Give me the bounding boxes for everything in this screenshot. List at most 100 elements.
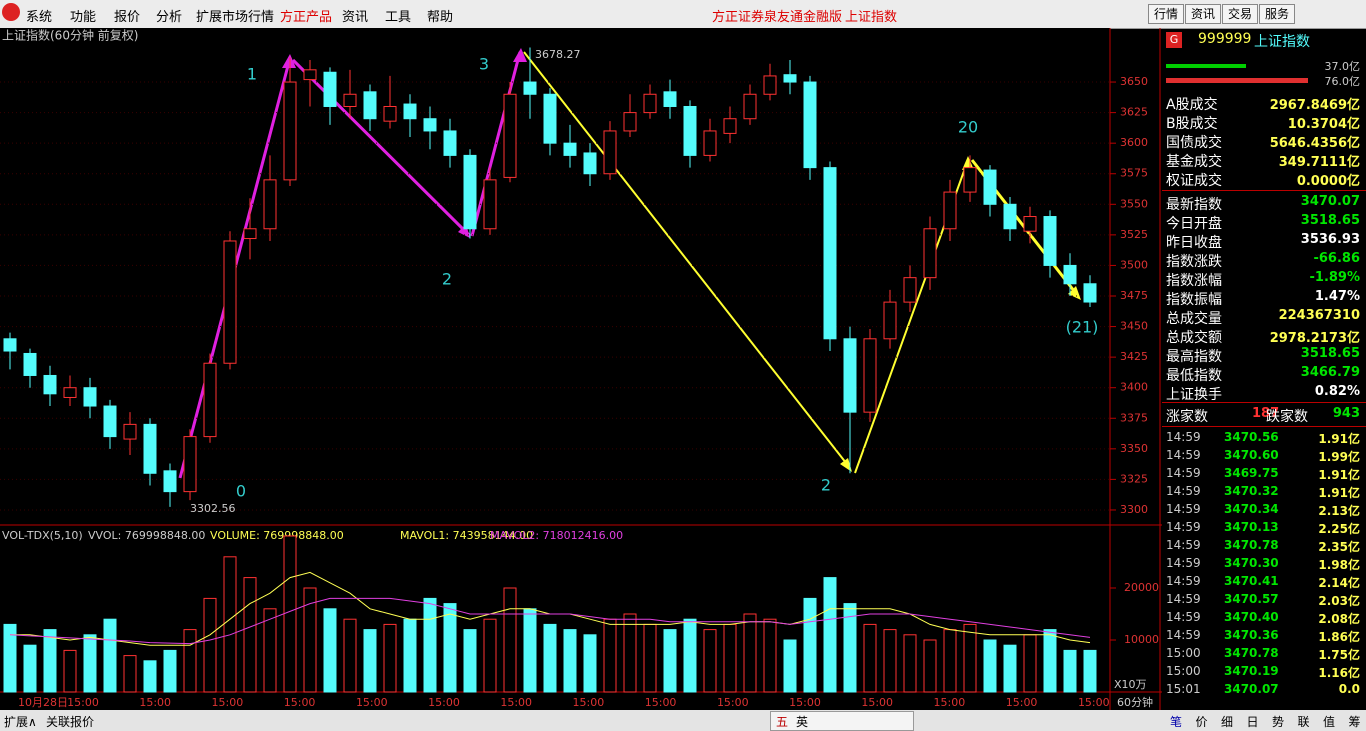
x-tick-label: 15:00 (1006, 696, 1038, 709)
x-tick-label: 15:00 (573, 696, 605, 709)
volume-bar (623, 613, 637, 693)
candle-body (983, 169, 997, 205)
stat-label: 上证换手 (1166, 387, 1222, 403)
candle-body (363, 91, 377, 120)
menu-item[interactable]: 报价 (114, 10, 141, 25)
period-label: 60分钟 (1117, 695, 1153, 709)
stat-label: 国债成交 (1166, 135, 1222, 151)
menu-button[interactable]: 行情 (1148, 4, 1184, 24)
annotation: (21) (1066, 318, 1099, 337)
tick-price: 3470.56 (1224, 430, 1279, 444)
footer-link[interactable]: 关联报价 (46, 715, 95, 729)
bar (1166, 78, 1308, 83)
tick-volume: 1.99亿 (1318, 450, 1360, 464)
app-title: 方正证券泉友通金融版 (712, 10, 843, 25)
volume-bar (23, 644, 37, 693)
menu-item[interactable]: 帮助 (427, 10, 454, 25)
candle-body (623, 112, 637, 132)
candle-body (1043, 216, 1057, 266)
candle-body (703, 130, 717, 156)
candle-body (823, 167, 837, 340)
footer-link[interactable]: 扩展∧ (4, 715, 37, 729)
candle-body (1063, 264, 1077, 285)
menu-item[interactable]: 扩展市场行情 (196, 10, 275, 25)
x-tick-label: 15:00 (789, 696, 821, 709)
tick-price: 3470.78 (1224, 538, 1279, 552)
volume-bar (203, 597, 217, 693)
volume-bar (1023, 634, 1037, 693)
tick-price: 3470.40 (1224, 610, 1279, 624)
tab[interactable]: 筹 (1348, 715, 1361, 729)
candle-body (63, 387, 77, 398)
toolbar (770, 711, 914, 731)
stat-value: 3466.79 (1300, 365, 1360, 380)
volume-bar (423, 597, 437, 693)
menu-item[interactable]: 分析 (156, 10, 183, 25)
tick-time: 14:59 (1166, 448, 1201, 462)
tab[interactable]: 细 (1220, 715, 1233, 729)
x-tick-label: 15:00 (284, 696, 316, 709)
stat-label: 指数涨幅 (1166, 273, 1222, 289)
chart-title: 上证指数(60分钟 前复权) (2, 28, 138, 43)
menu-item[interactable]: 资讯 (342, 10, 369, 25)
menu-item[interactable]: 系统 (26, 10, 53, 25)
menu-button[interactable]: 资讯 (1185, 4, 1221, 24)
stat-value: 224367310 (1278, 308, 1360, 323)
tick-price: 3470.30 (1224, 556, 1279, 570)
tab[interactable]: 价 (1195, 715, 1208, 729)
volume-bar (3, 623, 17, 693)
stat-label: B股成交 (1166, 116, 1218, 132)
volume-bar (143, 660, 157, 693)
stat-value: 3518.65 (1300, 346, 1360, 361)
arrowhead (840, 458, 852, 472)
tick-volume: 1.98亿 (1318, 558, 1360, 572)
tab[interactable]: 势 (1271, 715, 1284, 729)
tick-volume: 1.75亿 (1318, 648, 1360, 662)
x-tick-label: 15:00 (139, 696, 171, 709)
candle-body (423, 118, 437, 132)
arrowhead (962, 156, 974, 170)
menu-item[interactable]: 功能 (70, 10, 97, 25)
quote-panel: G 999999 上证指数 37.0亿 76.0亿 A股成交 2967.8469亿 B股成交 1… (1162, 28, 1366, 710)
tab[interactable]: 联 (1297, 715, 1310, 729)
volume-bar (903, 634, 917, 693)
volume-bar (603, 618, 617, 693)
x-tick-label: 15:00 (67, 696, 99, 709)
menu-item[interactable]: 工具 (385, 10, 412, 25)
annotation: 3 (479, 55, 489, 74)
candle-body (483, 179, 497, 230)
tick-time: 15:00 (1166, 646, 1201, 660)
tick-time: 14:59 (1166, 610, 1201, 624)
volume-bar (63, 649, 77, 693)
menu-item[interactable]: 方正产品 (280, 10, 333, 25)
volume-bar (723, 623, 737, 693)
menu-button[interactable]: 服务 (1259, 4, 1295, 24)
volume-bar (43, 629, 57, 693)
volume-bar (123, 655, 137, 693)
tick-volume: 2.35亿 (1318, 540, 1360, 554)
y-tick-label: 10000 (1124, 633, 1159, 646)
stat-label: 最高指数 (1166, 349, 1222, 365)
tick-time: 14:59 (1166, 430, 1201, 444)
x-tick-label: 15:00 (934, 696, 966, 709)
volume-bar (243, 577, 257, 693)
menu-button[interactable]: 交易 (1222, 4, 1258, 24)
volume-bar (463, 629, 477, 693)
x-tick-label: 15:00 (861, 696, 893, 709)
volume-bar (183, 629, 197, 693)
candle-body (683, 105, 697, 156)
y-tick-label: 20000 (1124, 581, 1159, 594)
volume-bar (943, 629, 957, 693)
x-tick-label: 15:00 (500, 696, 532, 709)
tick-time: 14:59 (1166, 592, 1201, 606)
volume-bar (283, 535, 297, 693)
tab[interactable]: 笔 (1169, 715, 1182, 729)
candle-body (203, 362, 217, 438)
tab[interactable]: 日 (1246, 715, 1259, 729)
unit-label: X10万 (1114, 678, 1147, 691)
annotation: 3678.27 (535, 48, 581, 61)
tick-volume: 1.86亿 (1318, 630, 1360, 644)
volume-bar (563, 629, 577, 693)
tab[interactable]: 值 (1322, 715, 1335, 729)
arrow (523, 51, 851, 469)
